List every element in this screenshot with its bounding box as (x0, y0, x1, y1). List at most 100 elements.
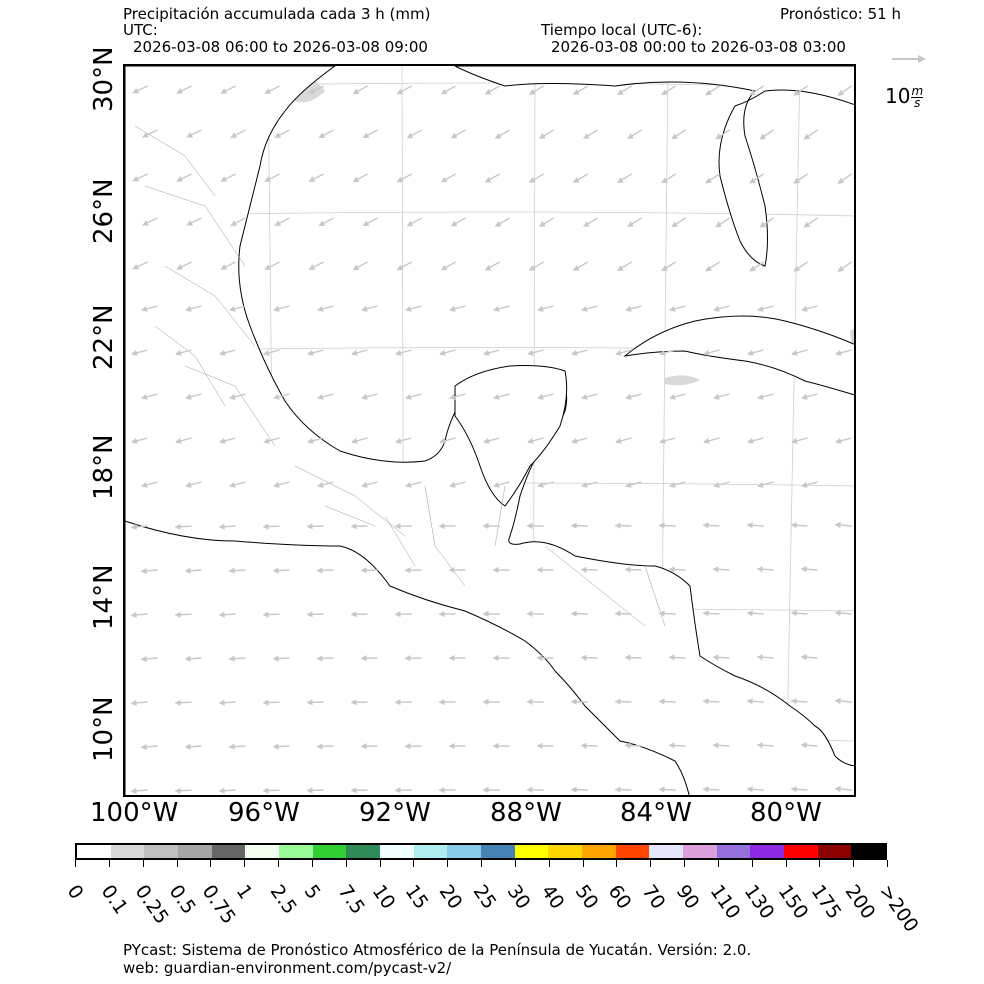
wind-arrow-head (142, 219, 149, 226)
wind-arrow-head (360, 655, 367, 662)
wind-arrow-head (263, 349, 270, 356)
wind-arrow-head (176, 264, 184, 270)
wind-arrow-head (404, 743, 411, 750)
wind-arrow-head (834, 521, 841, 529)
wind-arrow-head (800, 566, 807, 573)
wind-arrow-head (658, 698, 665, 705)
wind-arrow-head (834, 609, 841, 617)
wind-arrow-head (350, 787, 357, 794)
colorbar-segment (447, 845, 482, 858)
wind-arrow-head (624, 566, 631, 573)
colorbar-label: 40 (536, 880, 569, 914)
wind-arrow-head (273, 481, 280, 488)
colorbar-segment (380, 845, 414, 858)
wind-arrow-head (317, 305, 324, 312)
wind-arrow-head (571, 437, 578, 444)
wind-arrow-head (184, 655, 191, 662)
wind-arrow-head (185, 481, 192, 488)
wind-arrow-head (219, 437, 226, 444)
chart-title: Precipitación accumulada cada 3 h (mm) (123, 5, 431, 23)
wind-arrow-head (306, 611, 313, 618)
wind-arrow-head (351, 349, 358, 356)
utc-range: 2026-03-08 06:00 to 2026-03-08 09:00 (133, 38, 428, 56)
wind-arrow-head (658, 610, 665, 617)
wind-arrow-head (351, 437, 358, 444)
colorbar-tick (786, 860, 787, 867)
colorbar-segment (413, 845, 448, 858)
wind-arrow-head (526, 610, 533, 617)
wind-arrow-head (449, 393, 456, 400)
florida-land (454, 66, 854, 267)
wind-arrow-head (228, 655, 235, 662)
wind-arrow-head (395, 437, 402, 444)
colorbar-segment (312, 845, 347, 858)
colorbar-label: 5 (299, 880, 325, 904)
wind-arrow-head (712, 654, 719, 661)
wind-arrow-head (581, 305, 588, 312)
wind-arrow-head (482, 610, 489, 618)
colorbar-tick (380, 860, 381, 867)
colorbar-tick (210, 860, 211, 867)
wind-arrow-head (482, 698, 489, 706)
utc-label: UTC: (123, 21, 158, 39)
wind-arrow-head (141, 305, 148, 312)
wind-arrow-head (671, 221, 678, 228)
wind-arrow-head (756, 566, 763, 573)
wind-arrow-head (702, 786, 709, 793)
wind-arrow-head (747, 437, 754, 444)
lat-label-14n: 14°N (89, 564, 119, 630)
yucatan-peninsula (454, 365, 568, 507)
colorbar-label: >200 (874, 880, 923, 937)
wind-arrow-head (705, 265, 712, 272)
wind-arrow-head (713, 305, 720, 312)
wind-arrow-head (140, 567, 147, 574)
wind-arrow-head (705, 177, 712, 184)
wind-arrow-head (570, 522, 577, 529)
wind-arrow-head (668, 742, 675, 749)
colorbar-label: 25 (468, 880, 501, 914)
lon-label-88w: 88°W (490, 798, 562, 828)
wind-arrow-head (350, 523, 357, 530)
wind-arrow-head (659, 437, 666, 444)
lon-label-84w: 84°W (620, 798, 692, 828)
wind-arrow-head (352, 88, 360, 95)
map-canvas (125, 66, 854, 795)
wind-arrow-head (404, 655, 411, 662)
wind-arrow-head (360, 743, 367, 750)
wind-arrow-head (705, 89, 712, 96)
colorbar-segment (817, 845, 852, 858)
colorbar-tick (75, 860, 76, 867)
wind-arrow-head (308, 88, 316, 94)
wind-arrow-head (661, 177, 668, 184)
wind-arrow-head (791, 437, 798, 444)
wind-arrow-head (538, 133, 546, 139)
wind-arrow-head (229, 393, 236, 400)
cuba-land (623, 315, 854, 396)
wind-arrow-head (483, 349, 490, 356)
wind-arrow-head (790, 786, 797, 793)
wind-arrow-head (537, 393, 544, 400)
wind-arrow-head (746, 522, 753, 529)
colorbar-segment (615, 845, 650, 858)
wind-arrow-head (571, 349, 578, 356)
wind-arrow-head (317, 393, 324, 400)
colorbar-tick (312, 860, 313, 867)
wind-arrow-head (835, 437, 842, 444)
wind-arrow-head (405, 305, 412, 312)
wind-arrow-head (318, 220, 326, 227)
wind-arrow-head (756, 654, 763, 661)
local-time-label: Tiempo local (UTC-6): (541, 21, 703, 39)
wind-arrow-head (230, 220, 238, 226)
colorbar-label: 60 (603, 880, 636, 914)
wind-arrow-head (624, 654, 631, 661)
colorbar-label: 150 (773, 880, 813, 924)
wind-arrow-head (220, 176, 228, 182)
lon-label-96w: 96°W (228, 798, 300, 828)
wind-arrow-head (184, 743, 191, 750)
lon-label-92w: 92°W (359, 798, 431, 828)
wind-arrow-head (756, 742, 763, 749)
wind-arrow-head (625, 305, 632, 312)
wind-arrow-head (316, 743, 323, 750)
wind-arrow-head (793, 177, 801, 184)
wind-arrow-head (362, 132, 370, 139)
